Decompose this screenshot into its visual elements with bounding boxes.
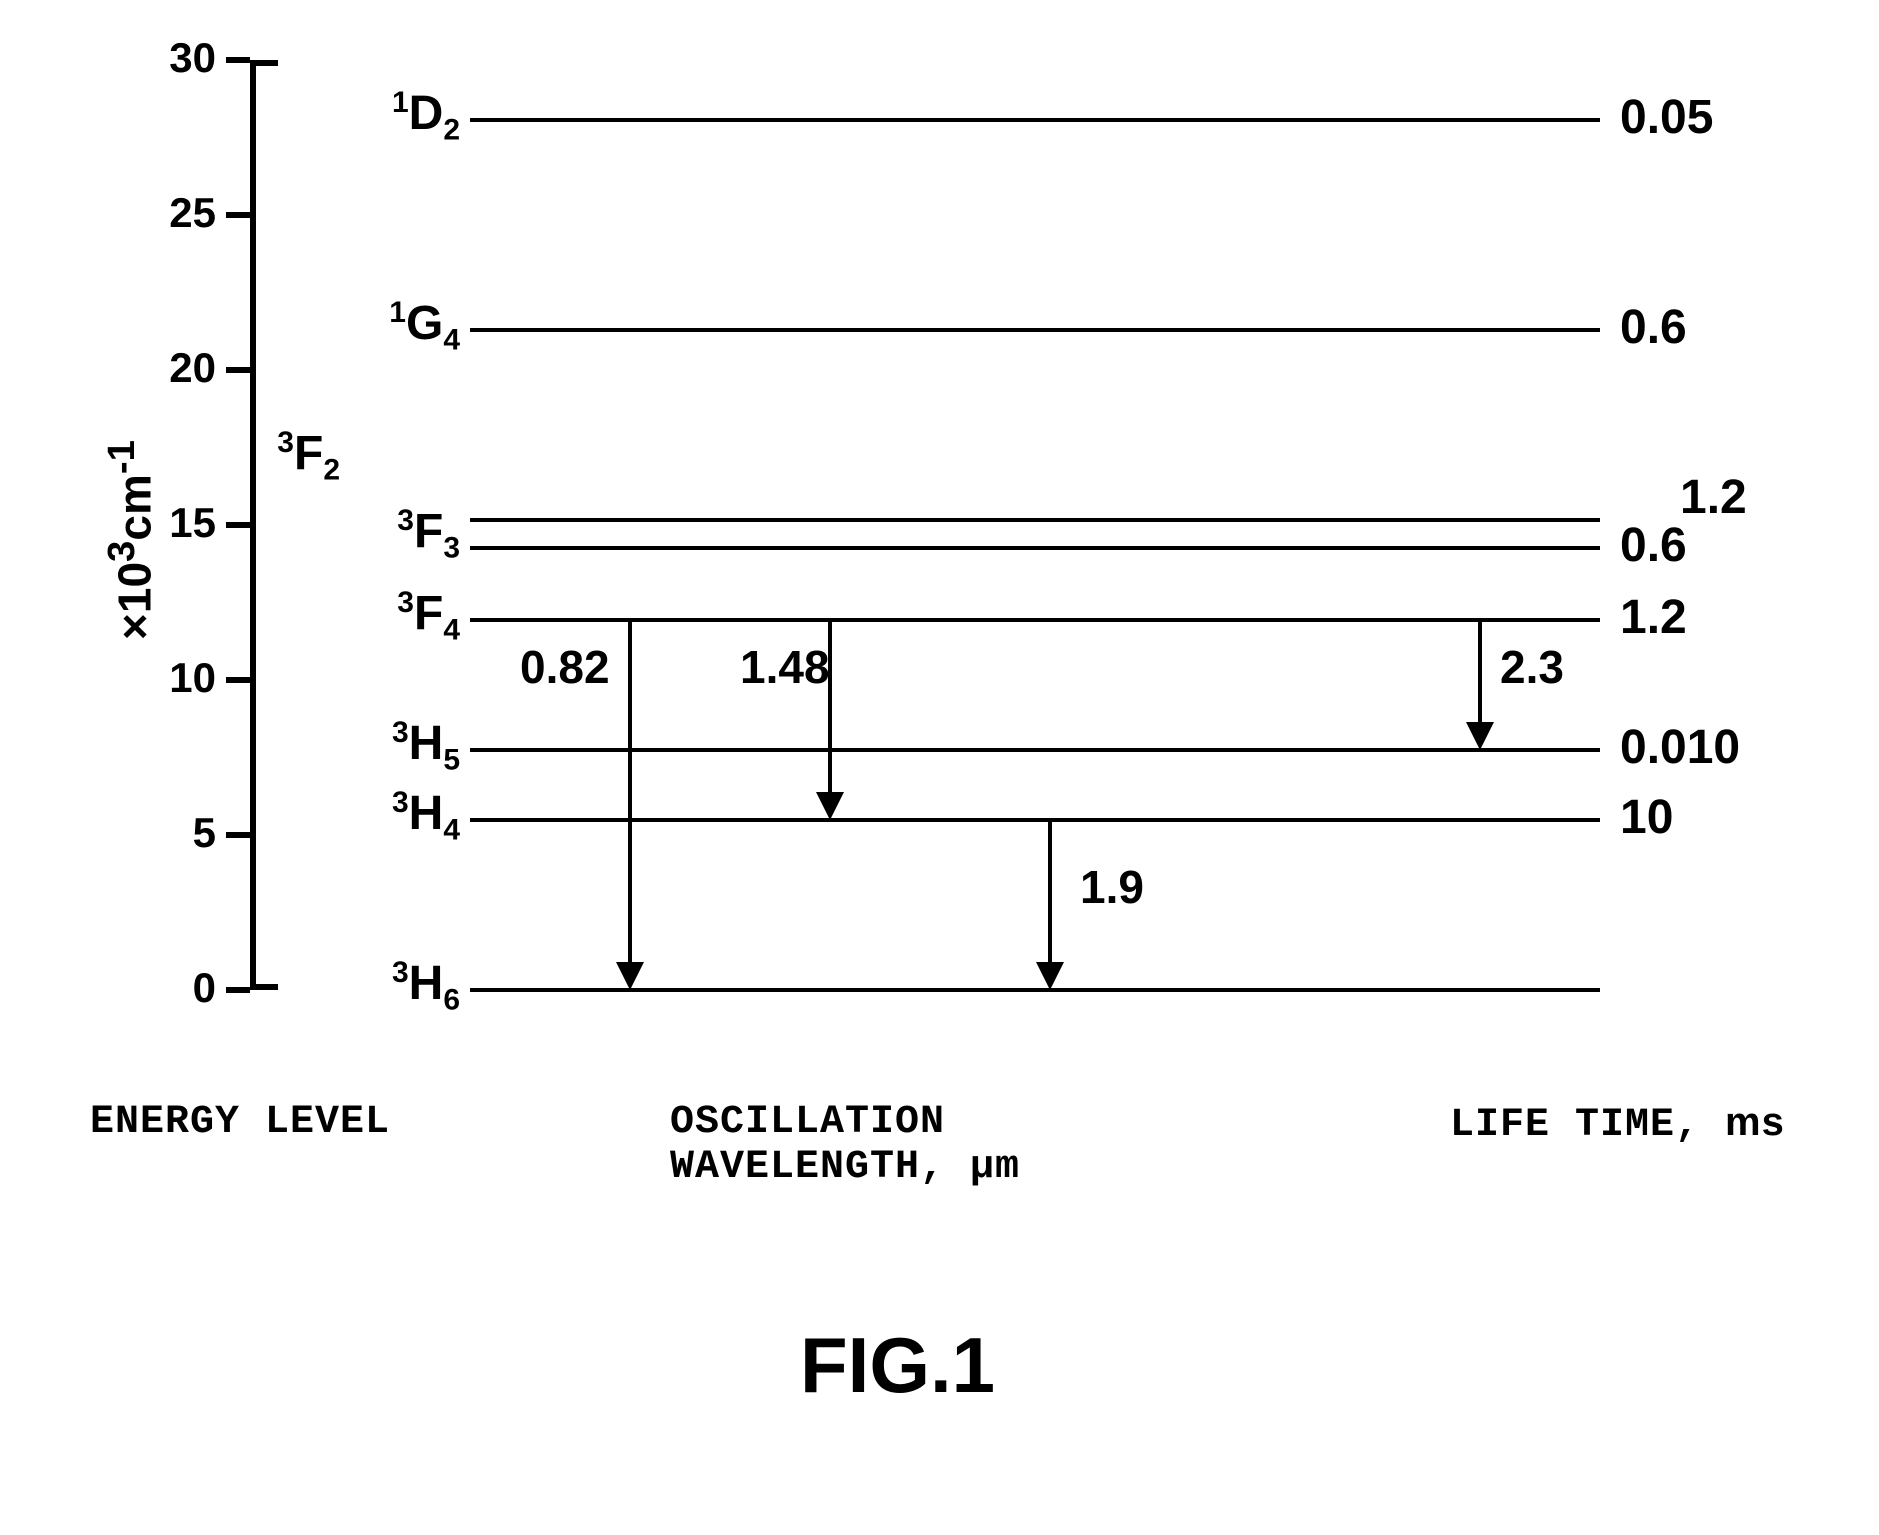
y-tick <box>226 57 250 63</box>
energy-level-label: 3H6 <box>392 956 460 1018</box>
energy-level-label: 3F4 <box>397 586 460 648</box>
energy-level-diagram: 0 5 10 15 20 25 30 ×103cm-1 1D2 0.05 1G4 0.6 3F2 1.… <box>50 30 1829 1505</box>
energy-level-line <box>470 618 1600 622</box>
y-tick <box>226 832 250 838</box>
energy-level-line <box>470 118 1600 122</box>
energy-level-line <box>470 546 1600 550</box>
arrow-head-icon <box>1036 962 1064 990</box>
y-axis-title: ×103cm-1 <box>100 410 161 670</box>
energy-level-label: 1G4 <box>389 296 460 358</box>
transition-wavelength-label: 1.9 <box>1080 860 1144 914</box>
y-tick-label: 0 <box>193 964 216 1012</box>
energy-level-label: 3F2 <box>277 426 340 488</box>
axis-group-label: OSCILLATIONWAVELENGTH, μm <box>670 1100 1020 1190</box>
lifetime-label: 0.010 <box>1620 720 1740 775</box>
axis-top-cap <box>250 60 278 66</box>
arrow-head-icon <box>616 962 644 990</box>
axis-bottom-cap <box>250 984 278 990</box>
energy-level-line <box>470 818 1600 822</box>
y-tick-label: 5 <box>193 809 216 857</box>
y-tick-label: 25 <box>169 189 216 237</box>
energy-level-label: 1D2 <box>392 86 460 148</box>
transition-arrow <box>1478 620 1482 726</box>
lifetime-label: 0.6 <box>1620 300 1687 355</box>
lifetime-label: 10 <box>1620 790 1673 845</box>
energy-level-line <box>470 518 1600 522</box>
transition-arrow <box>628 620 632 966</box>
energy-level-label: 3F3 <box>397 504 460 566</box>
energy-level-label: 3H5 <box>392 716 460 778</box>
lifetime-label: 1.2 <box>1680 470 1747 525</box>
y-axis-line <box>250 60 256 990</box>
y-tick <box>226 522 250 528</box>
axis-group-label: LIFE TIME, ms <box>1450 1100 1785 1148</box>
energy-level-line <box>470 328 1600 332</box>
figure-title: FIG.1 <box>800 1320 995 1411</box>
lifetime-label: 1.2 <box>1620 590 1687 645</box>
axis-group-label: ENERGY LEVEL <box>90 1100 390 1145</box>
y-tick <box>226 677 250 683</box>
transition-wavelength-label: 0.82 <box>520 640 610 694</box>
arrow-head-icon <box>1466 722 1494 750</box>
arrow-head-icon <box>816 792 844 820</box>
y-tick <box>226 367 250 373</box>
y-tick-label: 10 <box>169 654 216 702</box>
lifetime-label: 0.05 <box>1620 90 1713 145</box>
transition-wavelength-label: 2.3 <box>1500 640 1564 694</box>
transition-wavelength-label: 1.48 <box>740 640 830 694</box>
y-tick-label: 30 <box>169 34 216 82</box>
y-tick <box>226 212 250 218</box>
y-tick-label: 20 <box>169 344 216 392</box>
transition-arrow <box>1048 820 1052 966</box>
lifetime-label: 0.6 <box>1620 518 1687 573</box>
energy-level-label: 3H4 <box>392 786 460 848</box>
y-tick <box>226 987 250 993</box>
y-tick-label: 15 <box>169 499 216 547</box>
energy-level-line <box>470 748 1600 752</box>
